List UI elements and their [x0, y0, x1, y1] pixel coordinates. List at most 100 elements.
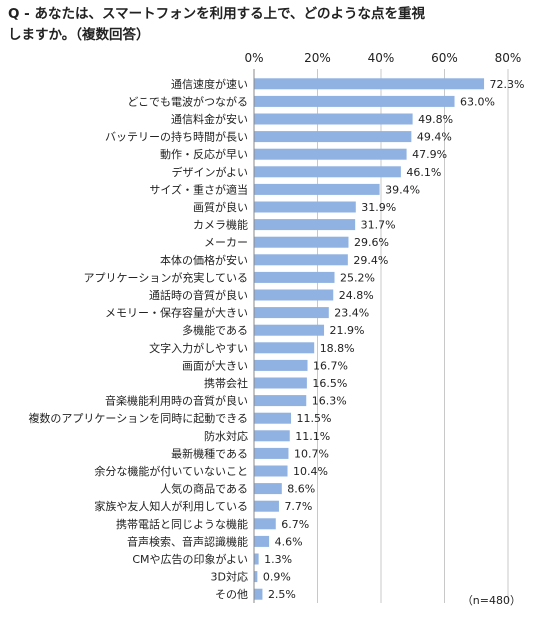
value-label: 29.6%: [354, 236, 389, 249]
category-label: カメラ機能: [193, 218, 248, 232]
bar: [254, 219, 356, 231]
value-label: 23.4%: [334, 307, 369, 320]
bar: [254, 342, 315, 354]
value-label: 0.9%: [263, 571, 291, 584]
value-label: 31.7%: [361, 219, 396, 232]
category-label: 家族や友人知人が利用している: [94, 499, 248, 513]
category-label: 複数のアプリケーションを同時に起動できる: [28, 411, 248, 425]
bar: [254, 465, 288, 477]
category-label: アプリケーションが充実している: [84, 270, 248, 284]
x-tick-label: 0%: [244, 51, 263, 65]
category-label: 余分な機能が付いていないこと: [94, 464, 248, 478]
bar: [254, 483, 282, 495]
value-label: 16.7%: [313, 359, 348, 372]
category-label: 最新機種である: [171, 446, 248, 460]
category-label: 通話時の音質が良い: [149, 288, 248, 302]
category-label: メーカー: [204, 236, 248, 249]
bar: [254, 535, 270, 547]
bar: [254, 131, 412, 143]
category-label: サイズ・重さが適当: [149, 182, 248, 196]
category-label: 音楽機能利用時の音質が良い: [105, 394, 248, 408]
bar: [254, 166, 401, 178]
bar: [254, 500, 279, 512]
sample-size-note: （n=480）: [461, 594, 521, 607]
bar: [254, 395, 307, 407]
value-label: 16.3%: [312, 395, 347, 408]
value-label: 49.8%: [418, 113, 453, 126]
x-tick-label: 20%: [304, 51, 331, 65]
category-label: 音声検索、音声認識機能: [127, 534, 248, 548]
value-label: 4.6%: [275, 535, 303, 548]
value-label: 46.1%: [406, 166, 441, 179]
category-label: CMや広告の印象がよい: [132, 552, 248, 566]
bar: [254, 183, 380, 195]
bar: [254, 113, 413, 125]
category-label: 携帯電話と同じような機能: [116, 517, 248, 531]
bar: [254, 95, 455, 107]
category-label: 多機能である: [182, 323, 248, 337]
bar: [254, 588, 263, 600]
value-label: 16.5%: [312, 377, 347, 390]
bar: [254, 553, 259, 565]
bar: [254, 430, 290, 442]
category-label: 本体の価格が安い: [160, 253, 248, 267]
category-label: 通信料金が安い: [171, 112, 248, 126]
value-label: 63.0%: [460, 95, 495, 108]
value-label: 29.4%: [353, 254, 388, 267]
bar: [254, 254, 348, 266]
x-tick-label: 40%: [368, 51, 395, 65]
question-line-2: しますか。（複数回答）: [8, 27, 150, 43]
value-label: 25.2%: [340, 271, 375, 284]
value-label: 10.7%: [294, 447, 329, 460]
bar: [254, 324, 325, 336]
bar: [254, 412, 292, 424]
value-label: 21.9%: [330, 324, 365, 337]
bar: [254, 201, 356, 213]
value-label: 1.3%: [264, 553, 292, 566]
category-label: 人気の商品である: [160, 482, 248, 496]
value-label: 39.4%: [385, 183, 420, 196]
value-label: 47.9%: [412, 148, 447, 161]
bar: [254, 359, 308, 371]
category-label: 画質が良い: [193, 200, 248, 214]
value-label: 24.8%: [339, 289, 374, 302]
value-label: 7.7%: [284, 500, 312, 513]
category-label: メモリー・保存容量が大きい: [105, 306, 248, 320]
bar: [254, 236, 349, 248]
x-tick-label: 60%: [431, 51, 458, 65]
category-label: 防水対応: [204, 429, 248, 443]
bar: [254, 307, 329, 319]
value-label: 2.5%: [268, 588, 296, 601]
value-label: 31.9%: [361, 201, 396, 214]
value-label: 18.8%: [320, 342, 355, 355]
category-label: 動作・反応が早い: [160, 147, 248, 161]
value-label: 11.1%: [295, 430, 330, 443]
category-label: バッテリーの持ち時間が長い: [105, 130, 248, 144]
value-label: 49.4%: [417, 131, 452, 144]
value-label: 72.3%: [490, 78, 525, 91]
bar: [254, 571, 258, 583]
bar: [254, 377, 307, 389]
category-label: 文字入力がしやすい: [149, 341, 248, 355]
x-tick-label: 80%: [495, 51, 522, 65]
bar: [254, 518, 276, 530]
question-line-1: Q - あなたは、スマートフォンを利用する上で、どのような点を重視: [8, 6, 426, 22]
category-label: 通信速度が速い: [171, 77, 248, 91]
value-label: 6.7%: [281, 518, 309, 531]
category-label: 3D対応: [211, 570, 248, 584]
bar: [254, 271, 335, 283]
category-label: その他: [215, 588, 248, 601]
bar: [254, 289, 334, 301]
value-label: 11.5%: [297, 412, 332, 425]
value-label: 8.6%: [287, 483, 315, 496]
value-label: 10.4%: [293, 465, 328, 478]
bar: [254, 447, 289, 459]
category-label: 携帯会社: [204, 376, 248, 390]
bar: [254, 148, 407, 160]
category-label: デザインがよい: [172, 165, 248, 179]
bar: [254, 78, 485, 90]
category-label: どこでも電波がつながる: [127, 94, 248, 108]
question-title: Q - あなたは、スマートフォンを利用する上で、どのような点を重視 しますか。（…: [8, 4, 533, 46]
category-label: 画面が大きい: [182, 358, 248, 372]
